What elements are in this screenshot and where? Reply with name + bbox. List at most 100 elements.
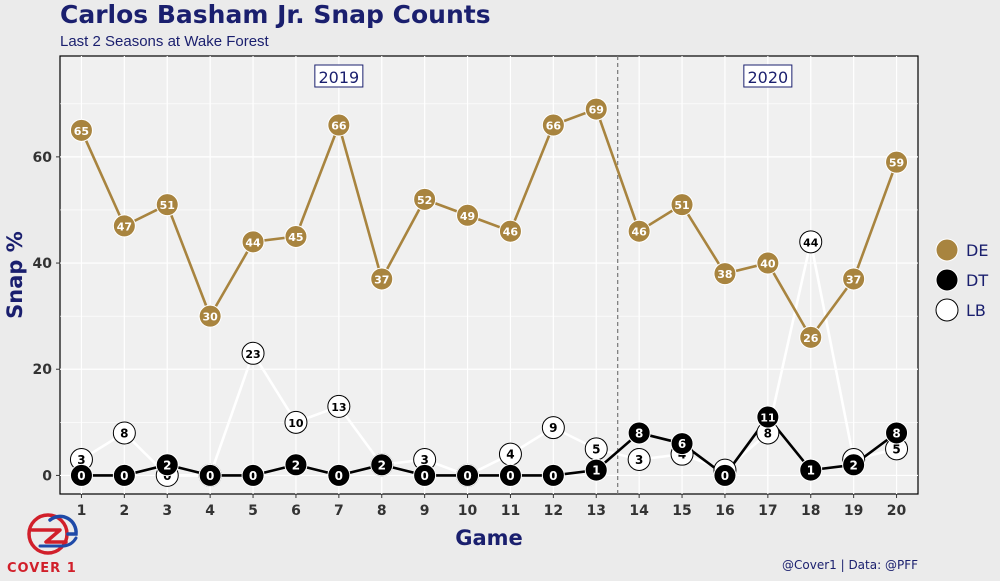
- point-de: [198, 304, 222, 328]
- data-label-de: 47: [117, 220, 132, 233]
- point-lb: [541, 416, 565, 440]
- point-dt: [413, 463, 437, 487]
- data-label-lb: 9: [549, 421, 557, 435]
- legend-marker-de: [935, 238, 959, 262]
- point-de: [456, 203, 480, 227]
- x-tick-label: 15: [672, 503, 691, 519]
- data-label-lb: 5: [892, 442, 900, 456]
- data-label-dt: 0: [420, 469, 428, 483]
- chart-title: Carlos Basham Jr. Snap Counts: [60, 0, 491, 29]
- legend-marker-dt: [935, 268, 959, 292]
- data-label-dt: 0: [549, 469, 557, 483]
- y-tick-label: 40: [33, 256, 53, 272]
- x-tick-label: 7: [334, 503, 344, 519]
- data-label-de: 37: [846, 273, 861, 286]
- point-de: [627, 219, 651, 243]
- point-de: [155, 193, 179, 217]
- x-tick-label: 12: [544, 503, 563, 519]
- y-tick-label: 60: [33, 150, 53, 166]
- x-tick-label: 20: [887, 503, 907, 519]
- point-dt: [885, 421, 909, 445]
- x-tick-label: 1: [77, 503, 87, 519]
- season-label: 2020: [747, 68, 788, 87]
- point-dt: [370, 453, 394, 477]
- data-label-de: 46: [503, 226, 519, 239]
- point-de: [670, 193, 694, 217]
- data-credit: @Cover1 | Data: @PFF: [782, 558, 918, 572]
- point-dt: [155, 453, 179, 477]
- y-axis-title: Snap %: [3, 231, 27, 319]
- point-dt: [627, 421, 651, 445]
- point-lb: [327, 394, 351, 418]
- point-dt: [69, 463, 93, 487]
- data-label-de: 59: [889, 157, 904, 170]
- point-dt: [584, 458, 608, 482]
- x-tick-label: 17: [758, 503, 777, 519]
- data-label-de: 49: [460, 210, 475, 223]
- point-de: [370, 267, 394, 291]
- legend-marker-lb: [935, 298, 959, 322]
- point-lb: [241, 341, 265, 365]
- x-axis-title: Game: [455, 526, 523, 550]
- point-lb: [112, 421, 136, 445]
- point-dt: [112, 463, 136, 487]
- data-label-de: 30: [202, 311, 218, 324]
- data-label-dt: 1: [807, 464, 815, 478]
- season-label-box: [743, 64, 793, 88]
- data-label-dt: 8: [635, 426, 643, 440]
- x-tick-label: 6: [291, 503, 301, 519]
- point-de: [584, 97, 608, 121]
- data-label-dt: 0: [120, 469, 128, 483]
- data-label-de: 37: [374, 273, 389, 286]
- x-tick-label: 4: [205, 503, 215, 519]
- point-de: [756, 251, 780, 275]
- data-label-dt: 2: [163, 458, 171, 472]
- data-label-lb: 3: [420, 453, 428, 467]
- x-tick-label: 14: [629, 503, 649, 519]
- data-label-de: 45: [288, 231, 303, 244]
- x-tick-label: 13: [587, 503, 606, 519]
- x-tick-label: 19: [844, 503, 863, 519]
- point-dt: [198, 463, 222, 487]
- data-label-dt: 2: [849, 458, 857, 472]
- y-tick-label: 20: [33, 362, 53, 378]
- data-label-de: 46: [631, 226, 647, 239]
- data-label-dt: 0: [249, 469, 257, 483]
- point-de: [327, 113, 351, 137]
- y-tick-label: 0: [42, 468, 52, 484]
- point-dt: [284, 453, 308, 477]
- data-label-de: 52: [417, 194, 432, 207]
- data-label-de: 66: [331, 120, 347, 133]
- legend-label-dt: DT: [966, 271, 988, 290]
- data-label-lb: 13: [331, 401, 346, 414]
- x-tick-label: 9: [420, 503, 430, 519]
- point-lb: [627, 447, 651, 471]
- point-dt: [327, 463, 351, 487]
- x-tick-label: 11: [501, 503, 520, 519]
- season-label: 2019: [318, 68, 359, 87]
- season-label-box: [314, 64, 364, 88]
- logo-text: COVER 1: [7, 561, 77, 576]
- data-label-lb: 4: [506, 448, 514, 462]
- point-de: [241, 230, 265, 254]
- x-tick-label: 8: [377, 503, 387, 519]
- data-label-de: 69: [589, 104, 604, 117]
- data-label-dt: 0: [463, 469, 471, 483]
- point-dt: [670, 432, 694, 456]
- legend-label-de: DE: [966, 241, 988, 260]
- data-label-de: 65: [74, 125, 89, 138]
- point-de: [799, 325, 823, 349]
- point-de: [541, 113, 565, 137]
- point-de: [284, 225, 308, 249]
- data-label-dt: 11: [760, 412, 775, 425]
- point-de: [69, 118, 93, 142]
- data-label-lb: 44: [803, 236, 819, 249]
- point-de: [112, 214, 136, 238]
- x-tick-label: 2: [119, 503, 129, 519]
- data-label-lb: 5: [592, 442, 600, 456]
- data-label-de: 38: [717, 268, 732, 281]
- point-dt: [799, 458, 823, 482]
- data-label-dt: 0: [206, 469, 214, 483]
- data-label-dt: 0: [77, 469, 85, 483]
- point-de: [498, 219, 522, 243]
